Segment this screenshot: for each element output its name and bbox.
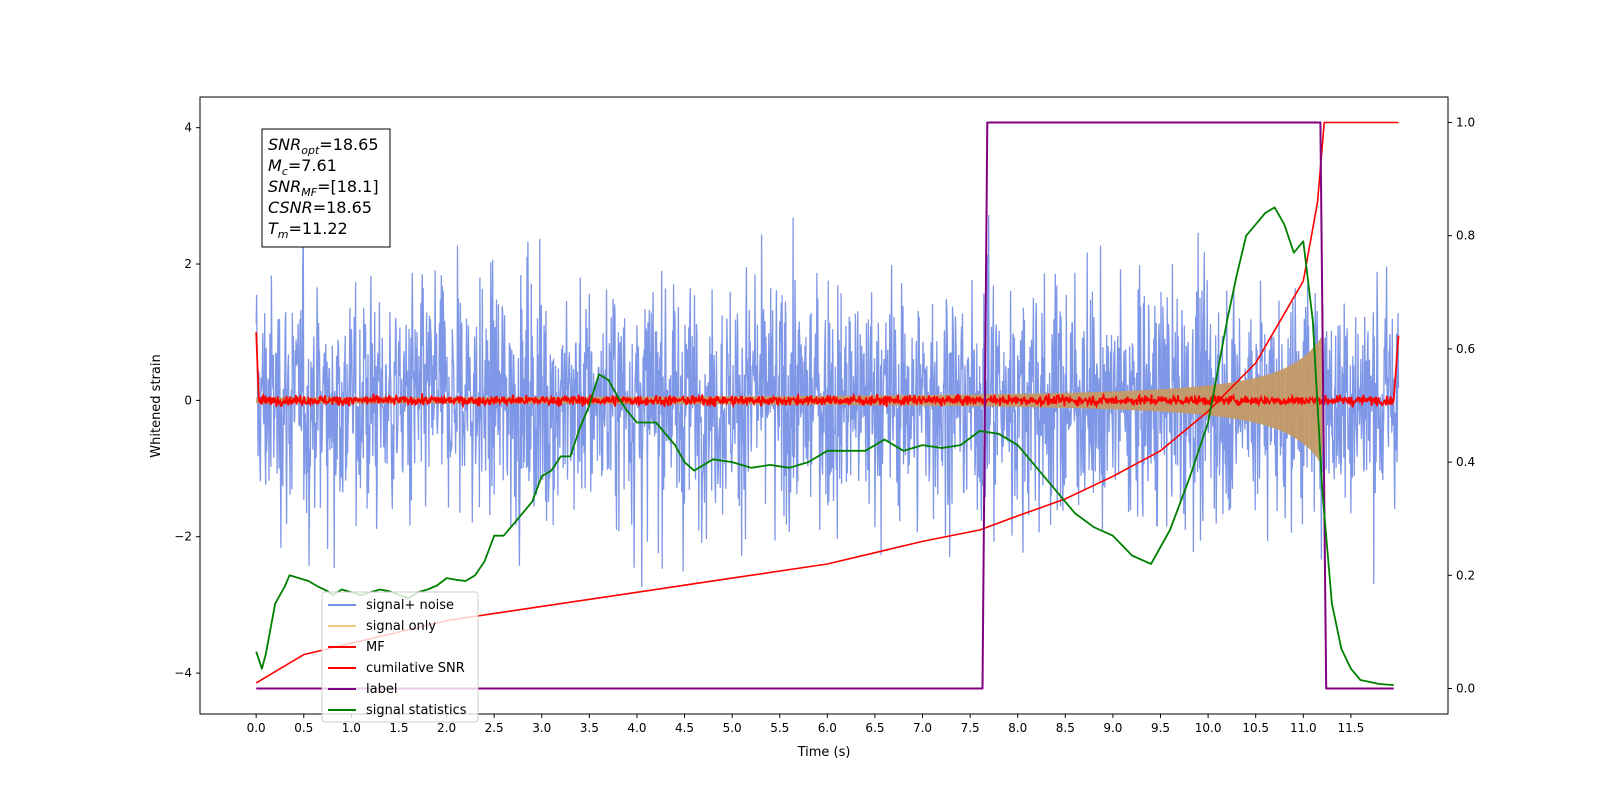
- x-tick-label: 2.0: [437, 721, 456, 735]
- x-tick-label: 4.0: [627, 721, 646, 735]
- x-tick-label: 9.0: [1103, 721, 1122, 735]
- legend-label: label: [366, 682, 397, 697]
- y-tick-label: 0: [184, 393, 192, 407]
- y-tick-label: 2: [184, 257, 192, 271]
- y-tick-label: −2: [174, 530, 192, 544]
- x-tick-label: 1.5: [389, 721, 408, 735]
- x-tick-label: 5.0: [723, 721, 742, 735]
- x-tick-label: 11.5: [1338, 721, 1365, 735]
- x-tick-label: 2.5: [485, 721, 504, 735]
- x-tick-label: 8.0: [1008, 721, 1027, 735]
- annotation-line: Tm=11.22: [268, 219, 348, 241]
- legend-label: signal+ noise: [366, 598, 454, 613]
- stats-annotation-box: SNRopt=18.65Mc=7.61SNRMF=[18.1]CSNR=18.6…: [261, 128, 391, 248]
- x-tick-label: 5.5: [770, 721, 789, 735]
- x-tick-label: 9.5: [1151, 721, 1170, 735]
- x-tick-label: 0.0: [247, 721, 266, 735]
- x-tick-label: 11.0: [1290, 721, 1317, 735]
- legend: signal+ noise signal only MF cumilative SNR…: [321, 591, 479, 723]
- x-tick-label: 0.5: [294, 721, 313, 735]
- x-tick-label: 3.0: [532, 721, 551, 735]
- y-axis-left: −4 −2 0 2 4: [174, 121, 200, 680]
- series-signal-noise: [255, 214, 1400, 588]
- legend-frame: [321, 591, 479, 723]
- legend-label: cumilative SNR: [366, 661, 465, 676]
- x-tick-label: 7.0: [913, 721, 932, 735]
- annotation-subscript: m: [278, 228, 289, 241]
- series-signal-statistics: [255, 206, 1394, 686]
- series-label: [256, 121, 1394, 690]
- y2-tick-label: 0.6: [1456, 342, 1475, 356]
- annotation-value: =7.61: [288, 156, 337, 175]
- y2-tick-label: 1.0: [1456, 115, 1475, 129]
- x-axis: 0.0 0.5 1.0 1.5 2.0 2.5 3.0 3.5 4.0 4.5 5.0 5.5 6.0 6…: [247, 714, 1365, 735]
- annotation-value: =18.65: [319, 135, 378, 154]
- x-tick-label: 10.0: [1195, 721, 1222, 735]
- y-axis-right: 0.0 0.2 0.4 0.6 0.8 1.0: [1448, 115, 1475, 696]
- annotation-symbol: CSNR: [268, 198, 313, 217]
- y-tick-label: −4: [174, 666, 192, 680]
- x-tick-label: 7.5: [961, 721, 980, 735]
- annotation-value: =11.22: [289, 219, 348, 238]
- x-tick-label: 8.5: [1056, 721, 1075, 735]
- annotation-symbol: T: [268, 219, 279, 238]
- y2-tick-label: 0.0: [1456, 682, 1475, 696]
- x-tick-label: 4.5: [675, 721, 694, 735]
- legend-label: signal statistics: [366, 703, 467, 718]
- annotation-symbol: SNR: [268, 135, 301, 154]
- y2-tick-label: 0.4: [1456, 455, 1475, 469]
- series-mf: [255, 332, 1400, 410]
- annotation-subscript: opt: [301, 144, 320, 157]
- annotation-line: Mc=7.61: [268, 156, 337, 178]
- y2-tick-label: 0.2: [1456, 568, 1475, 582]
- legend-label: signal only: [366, 619, 436, 634]
- x-tick-label: 6.5: [865, 721, 884, 735]
- x-axis-label: Time (s): [797, 745, 851, 760]
- annotation-subscript: c: [282, 165, 288, 178]
- legend-label: MF: [366, 640, 385, 655]
- annotation-subscript: MF: [301, 186, 317, 199]
- x-tick-label: 10.5: [1242, 721, 1269, 735]
- x-tick-label: 3.5: [580, 721, 599, 735]
- y-axis-label: Whitened strain: [149, 354, 164, 457]
- y2-tick-label: 0.8: [1456, 229, 1475, 243]
- annotation-line: CSNR=18.65: [268, 198, 372, 217]
- annotation-line: SNRopt=18.65: [268, 135, 379, 157]
- annotation-value: =[18.1]: [317, 177, 379, 196]
- x-tick-label: 6.0: [818, 721, 837, 735]
- y-tick-label: 4: [184, 121, 192, 135]
- x-tick-label: 1.0: [342, 721, 361, 735]
- annotation-frame: [261, 128, 391, 248]
- annotation-symbol: M: [268, 156, 282, 175]
- annotation-line: SNRMF=[18.1]: [268, 177, 379, 199]
- annotation-value: =18.65: [313, 198, 372, 217]
- annotation-symbol: SNR: [268, 177, 301, 196]
- plot-frame: [199, 96, 1449, 715]
